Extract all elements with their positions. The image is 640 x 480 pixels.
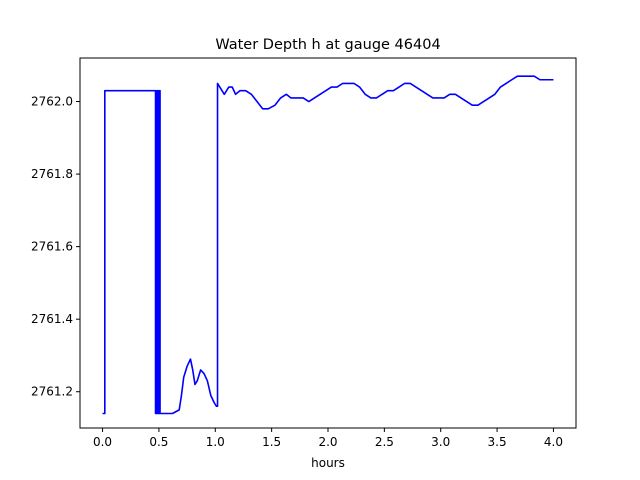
x-tick-label: 0.0	[93, 435, 112, 449]
x-tick-label: 4.0	[544, 435, 563, 449]
x-tick-label: 3.5	[488, 435, 507, 449]
x-tick-label: 1.5	[262, 435, 281, 449]
x-tick-label: 2.5	[375, 435, 394, 449]
x-tick-label: 3.0	[431, 435, 450, 449]
y-tick-label: 2762.0	[31, 95, 73, 109]
y-tick-label: 2761.4	[31, 312, 73, 326]
y-tick-label: 2761.8	[31, 167, 73, 181]
series-layer	[102, 75, 554, 415]
y-tick-label: 2761.2	[31, 385, 73, 399]
x-axis-label: hours	[311, 456, 345, 470]
y-tick-label: 2761.6	[31, 240, 73, 254]
x-tick-label: 1.0	[206, 435, 225, 449]
x-axis: 0.0 0.5 1.0 1.5 2.0 2.5 3.0 3.5 4.0	[93, 428, 563, 449]
y-axis: 2761.2 2761.4 2761.6 2761.8 2762.0	[31, 95, 80, 399]
water-depth-line	[102, 75, 554, 415]
x-tick-label: 0.5	[149, 435, 168, 449]
x-tick-label: 2.0	[318, 435, 337, 449]
chart-title: Water Depth h at gauge 46404	[215, 37, 440, 53]
